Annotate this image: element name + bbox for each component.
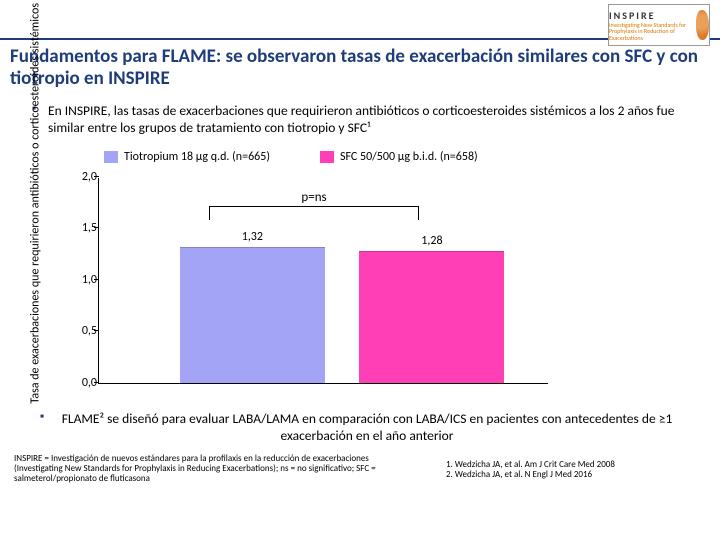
footnote-refs: 1. Wedzicha JA, et al. Am J Crit Care Me… [446, 454, 706, 485]
bar: 1,32 [180, 247, 325, 383]
y-axis-label: Tasa de exacerbaciones que requirieron a… [29, 144, 42, 404]
footnote-abbrev: INSPIRE = Investigación de nuevos estánd… [14, 454, 394, 485]
lung-icon [696, 10, 709, 40]
legend-label: SFC 50/500 µg b.i.d. (n=658) [340, 150, 478, 164]
y-tick-label: 2,0 [69, 170, 97, 184]
legend-swatch-tiotropium [104, 151, 118, 163]
bullet-intro: En INSPIRE, las tasas de exacerbaciones … [0, 94, 720, 140]
legend-swatch-sfc [320, 151, 334, 163]
inspire-logo: INSPIRE Investigating New Standards for … [608, 4, 710, 46]
y-tick-label: 1,5 [69, 221, 97, 235]
footnotes: INSPIRE = Investigación de nuevos estánd… [0, 448, 720, 485]
y-tick-label: 1,0 [69, 273, 97, 287]
bar-value-label: 1,32 [180, 230, 325, 244]
y-tick-label: 0,5 [69, 324, 97, 338]
page-title: Fundamentos para FLAME: se observaron ta… [10, 46, 710, 90]
bar-value-label: 1,28 [359, 234, 504, 248]
exacerbation-chart: Tasa de exacerbaciones que requirieron a… [8, 144, 720, 404]
bullet-flame: FLAME² se diseñó para evaluar LABA/LAMA … [0, 404, 720, 448]
plot-area: 0,00,51,01,52,01,321,28 [98, 178, 548, 384]
legend-label: Tiotropium 18 µg q.d. (n=665) [124, 150, 270, 164]
y-tick-label: 0,0 [69, 376, 97, 390]
bar: 1,28 [359, 251, 504, 383]
chart-legend: Tiotropium 18 µg q.d. (n=665) SFC 50/500… [104, 150, 564, 164]
title-bar: Fundamentos para FLAME: se observaron ta… [0, 38, 720, 94]
